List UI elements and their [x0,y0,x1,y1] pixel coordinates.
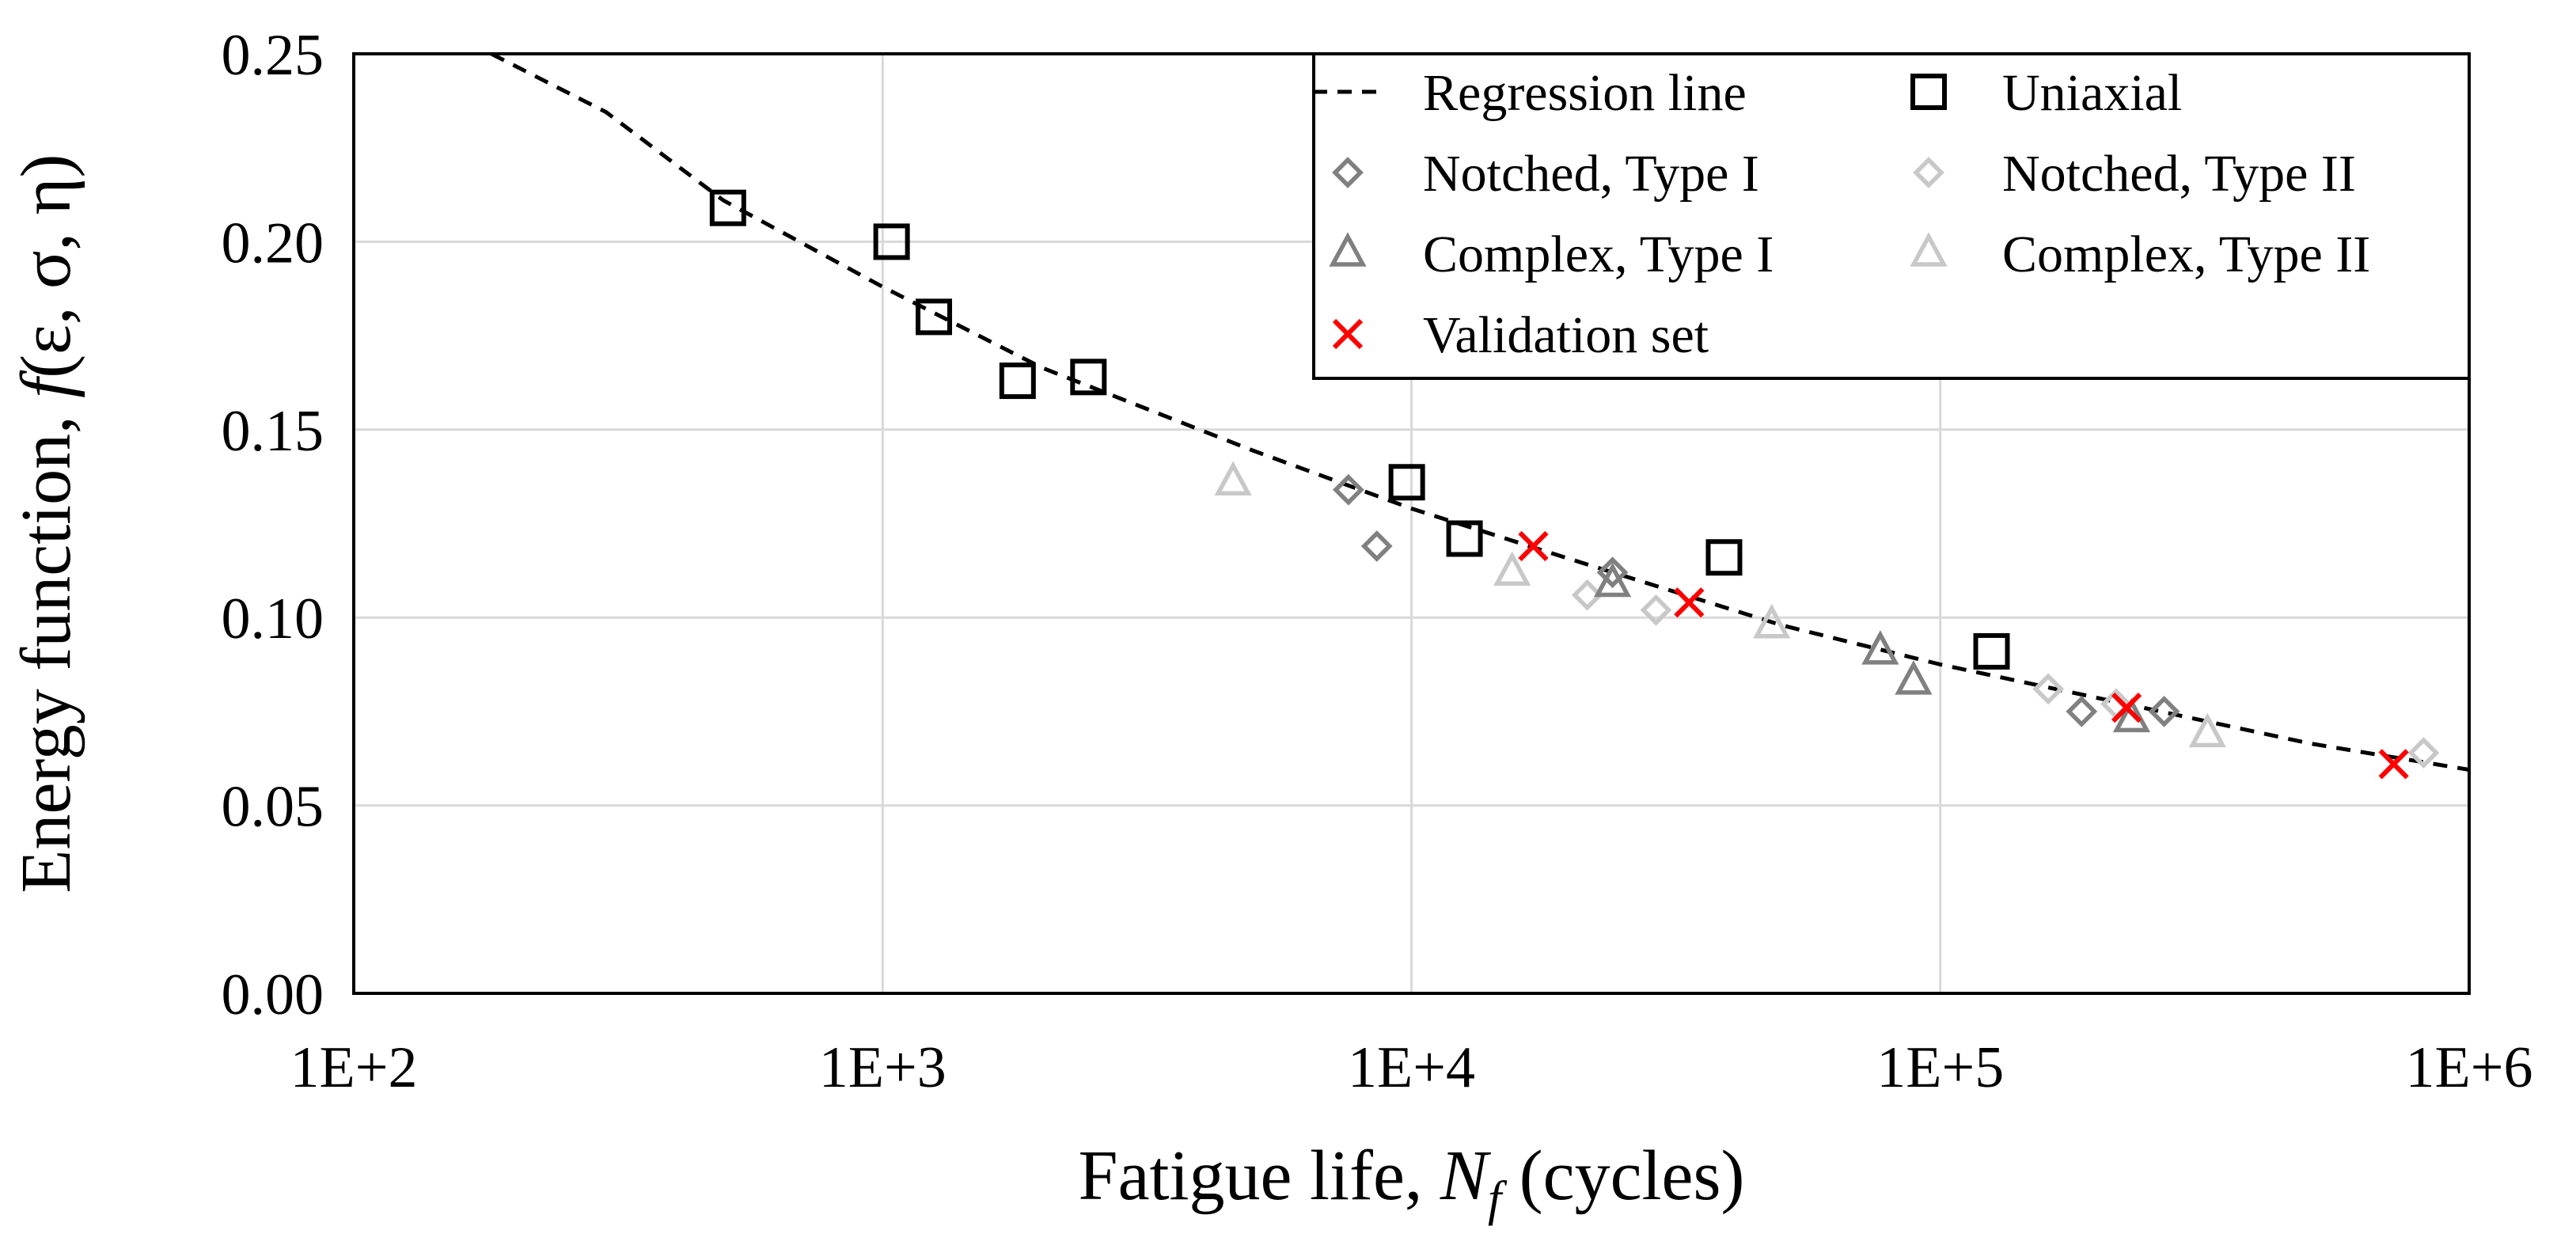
data-point [1596,556,1629,589]
legend-label: Complex, Type I [1423,226,1774,283]
data-point [1214,461,1252,496]
data-point [1360,530,1393,562]
legend-label: Complex, Type II [2002,226,2370,283]
legend: Regression line Uniaxial Notched, Type I No… [1312,52,2471,380]
legend-marker [1332,157,1364,188]
data-point [873,223,910,260]
data-point [2111,693,2142,723]
data-point [1593,562,1632,598]
y-tick-label: 0.00 [222,962,324,1027]
regression-line [490,51,2470,772]
data-point [2407,737,2440,769]
data-point [2378,749,2409,780]
x-tick-label: 1E+5 [1876,1035,2004,1100]
data-point [2148,696,2180,727]
data-point [2066,696,2098,727]
legend-label: Notched, Type II [2002,145,2356,203]
x-tick-label: 1E+6 [2406,1035,2533,1100]
data-point [1571,579,1603,611]
legend-marker [1910,232,1948,267]
data-point [1861,630,1899,665]
data-point [1640,594,1672,626]
data-point [1705,539,1743,576]
y-tick-label: 0.20 [222,211,324,275]
legend-label: Notched, Type I [1423,145,1759,203]
data-point [1332,473,1364,506]
data-point [2032,673,2065,705]
data-point [2112,697,2151,733]
data-point [1973,632,2010,670]
y-axis-label-prefix: Energy function, [7,398,85,894]
y-tick-label: 0.10 [222,587,324,651]
legend-label: Validation set [1423,306,1709,364]
data-point [1518,530,1549,562]
x-tick-label: 1E+3 [819,1035,947,1100]
x-axis-label-suffix: (cycles) [1501,1137,1744,1215]
tick-labels: 1E+2 1E+3 1E+4 1E+5 1E+6 0.00 0.05 0.10 0.15 0.20… [222,23,2533,1100]
regression-line-layer [490,51,2470,772]
legend-label: Uniaxial [2002,64,2182,122]
data-point [709,189,746,226]
x-axis-label: Fatigue life, Nf (cycles) [1079,1137,1745,1226]
data-point [1753,603,1791,639]
data-point [1446,520,1483,557]
y-axis-label: Energy function, f(ε, σ, η) [7,154,85,893]
data-point [1070,359,1107,396]
x-tick-label: 1E+4 [1348,1035,1475,1100]
y-tick-label: 0.05 [222,775,324,840]
x-axis-label-prefix: Fatigue life, [1079,1137,1440,1215]
data-point [1493,551,1531,586]
data-point [916,298,953,336]
data-point [999,363,1036,400]
y-tick-label: 0.15 [222,399,324,464]
x-tick-label: 1E+2 [290,1035,418,1100]
legend-marker [1332,318,1364,350]
legend-marker [1910,74,1947,110]
legend-box [1312,52,2471,380]
legend-label: Regression line [1423,64,1747,122]
data-point [1895,660,1933,695]
data-markers [709,189,2440,780]
data-point [2188,712,2226,748]
legend-marker [1329,232,1367,267]
y-axis-label-args: (ε, σ, η) [7,154,85,378]
legend-marker [1913,157,1944,188]
data-point [1388,464,1425,501]
data-point [1674,587,1705,618]
x-axis-label-var: N [1440,1137,1492,1215]
y-tick-label: 0.25 [222,23,324,88]
